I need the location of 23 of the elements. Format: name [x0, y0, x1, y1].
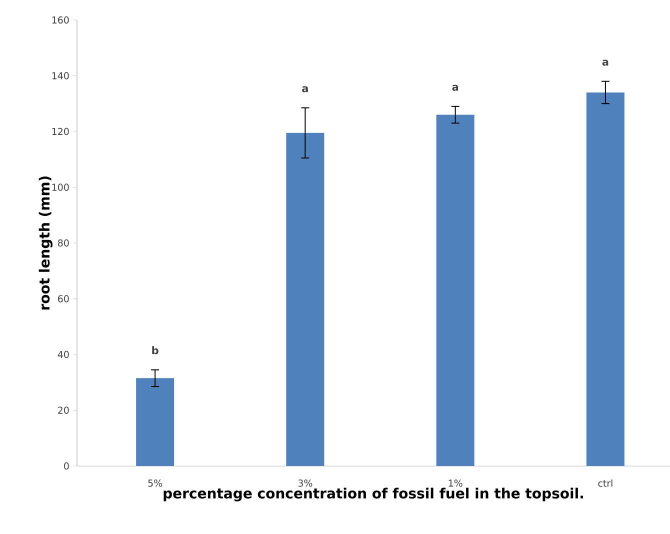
- y-tick-label: 60: [58, 295, 69, 302]
- x-tick-label: 5%: [148, 480, 162, 487]
- x-tick-label: ctrl: [598, 480, 612, 487]
- bar: [586, 92, 624, 466]
- x-axis-title: percentage concentration of fossil fuel in the topsoil.: [164, 488, 584, 502]
- bar: [436, 114, 474, 466]
- y-tick-label: 160: [52, 16, 69, 24]
- y-axis-title: root length (mm): [38, 176, 52, 310]
- bar: [286, 132, 324, 466]
- y-tick-label: 120: [52, 128, 69, 136]
- annotation: a: [452, 84, 458, 91]
- annotation: a: [602, 60, 608, 66]
- annotation: a: [302, 86, 308, 92]
- y-tick-label: 20: [58, 406, 69, 414]
- y-tick-label: 0: [64, 462, 69, 470]
- x-tick-label: 1%: [448, 480, 462, 487]
- y-tick-label: 140: [52, 72, 69, 80]
- y-tick-label: 80: [58, 239, 69, 247]
- bar: [136, 378, 174, 466]
- y-tick-label: 100: [52, 184, 69, 191]
- annotation: b: [152, 346, 158, 354]
- x-tick-label: 3%: [298, 480, 312, 487]
- y-tick-label: 40: [58, 350, 69, 358]
